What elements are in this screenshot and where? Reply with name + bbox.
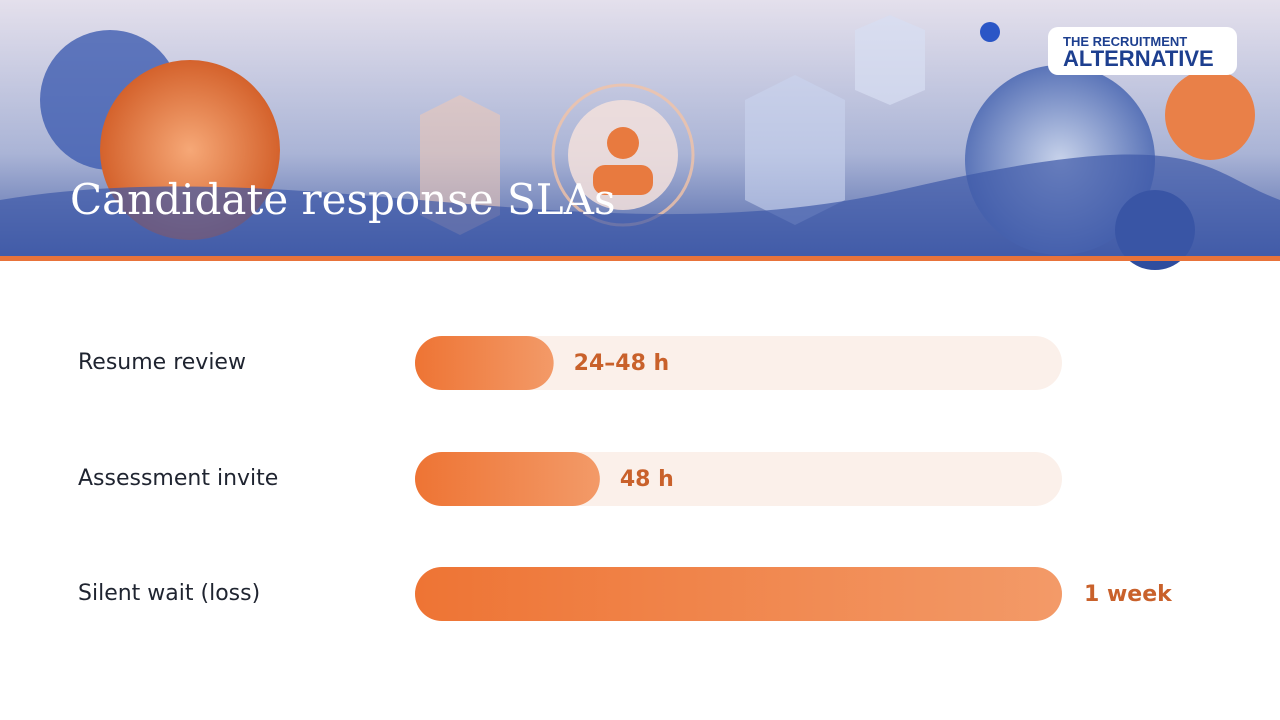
value-label: 48 h (620, 467, 674, 492)
category-label: Silent wait (loss) (78, 581, 260, 606)
value-label: 24–48 h (574, 351, 670, 376)
category-label: Resume review (78, 350, 246, 375)
value-label: 1 week (1084, 582, 1173, 607)
bar-track (415, 336, 1062, 390)
bar (415, 452, 600, 506)
bar (415, 567, 1062, 621)
logo-line1: THE RECRUITMENT (1063, 34, 1187, 49)
banner: THE RECRUITMENT ALTERNATIVE Candidate re… (0, 0, 1280, 270)
slide-title: Candidate response SLAs (70, 175, 616, 224)
logo-line2: ALTERNATIVE (1063, 46, 1214, 71)
bar (415, 336, 554, 390)
category-label: Assessment invite (78, 466, 278, 491)
